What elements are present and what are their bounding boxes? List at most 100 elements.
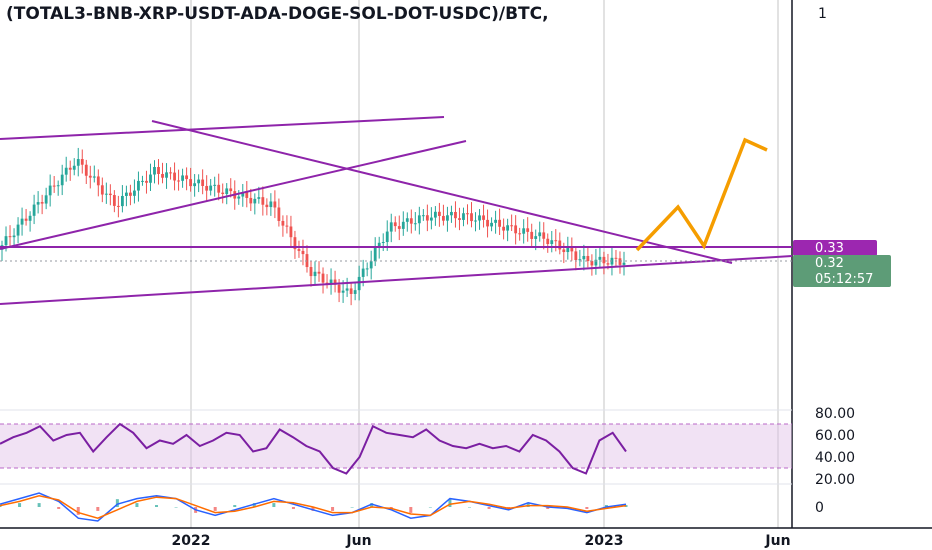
candle-body	[349, 288, 353, 294]
candle-body	[189, 179, 193, 187]
candle-body	[526, 228, 530, 232]
trendlines	[0, 116, 793, 305]
macd-histogram-bar	[585, 507, 589, 509]
projection-path[interactable]	[635, 137, 768, 252]
macd-histogram-bar	[76, 507, 80, 515]
macd-histogram-bar	[18, 503, 22, 507]
candle-body	[205, 185, 209, 191]
candle-body	[16, 224, 20, 236]
current-price-label: 0.32	[815, 256, 844, 271]
candle-body	[8, 236, 12, 238]
macd-histogram-bar	[37, 503, 41, 507]
rsi-band	[0, 424, 792, 468]
candle-body	[245, 192, 249, 198]
candle-body	[425, 215, 429, 221]
candle-body	[385, 231, 389, 243]
macd-histogram-bar	[487, 507, 491, 509]
macd-histogram-bar	[604, 505, 608, 507]
candle-body	[181, 175, 184, 181]
candle-body	[325, 282, 329, 284]
upper-channel-line[interactable]	[0, 116, 445, 140]
candle-body	[578, 259, 582, 261]
lower-support-line[interactable]	[0, 255, 793, 305]
macd-histogram-bar	[174, 507, 178, 508]
candle-body	[4, 236, 8, 246]
candle-body	[213, 184, 217, 186]
candle-body	[161, 173, 164, 178]
candle-body	[12, 235, 16, 238]
candle-body	[28, 215, 32, 221]
candle-body	[221, 192, 225, 194]
candle-body	[594, 259, 598, 266]
candle-body	[321, 273, 325, 283]
candle-body	[337, 284, 341, 293]
candle-body	[522, 228, 526, 234]
macd-histogram-bar	[428, 507, 432, 508]
macd-histogram-bar	[96, 507, 100, 511]
candle-body	[622, 262, 626, 265]
price-candles	[0, 147, 626, 306]
time-tick-label: 2022	[172, 533, 211, 549]
candle-body	[397, 226, 401, 229]
candle-body	[365, 268, 369, 270]
candle-body	[586, 255, 590, 262]
candle-body	[458, 218, 461, 220]
candle-body	[197, 179, 201, 184]
candle-body	[317, 271, 321, 274]
candle-body	[341, 290, 345, 293]
candle-body	[149, 174, 152, 183]
candle-body	[510, 225, 514, 227]
candle-body	[249, 197, 253, 204]
candle-body	[470, 213, 473, 222]
candle-body	[466, 213, 469, 215]
candle-body	[36, 202, 40, 205]
candle-body	[217, 184, 221, 193]
macd-histogram-bar	[370, 503, 374, 507]
descending-resistance-line[interactable]	[151, 120, 733, 264]
candle-body	[201, 179, 205, 186]
price-axis-label-top: 1	[818, 6, 827, 22]
macd-histogram-bar	[409, 507, 413, 513]
macd-histogram-bar	[252, 503, 256, 507]
candle-body	[32, 204, 36, 216]
rising-channel-line[interactable]	[0, 140, 467, 250]
last-price-tag-bg	[793, 240, 877, 256]
candle-body	[454, 211, 457, 219]
macd-histogram-bar	[272, 503, 276, 507]
candle-body	[185, 175, 189, 180]
candle-body	[257, 197, 261, 199]
candle-body	[373, 247, 377, 262]
candle-body	[361, 268, 365, 277]
candle-body	[393, 222, 397, 227]
candle-body	[112, 195, 116, 206]
candle-body	[253, 198, 257, 204]
candle-body	[84, 164, 88, 176]
macd-tick-label: 0	[815, 500, 824, 516]
candle-body	[618, 258, 622, 265]
macd-histogram-bar	[57, 507, 61, 509]
candle-body	[96, 176, 100, 186]
last-price-tag: 0.33	[793, 240, 877, 256]
candle-body	[345, 288, 349, 291]
candle-body	[120, 195, 124, 207]
candle-body	[494, 219, 497, 223]
candle-body	[137, 180, 140, 191]
candle-body	[357, 276, 361, 291]
current-price-tag-bg	[793, 255, 891, 287]
candle-body	[518, 233, 522, 235]
candle-body	[52, 185, 56, 187]
candle-body	[225, 188, 229, 194]
macd-histogram-bar	[233, 505, 237, 507]
candle-body	[237, 196, 241, 199]
candle-body	[474, 220, 477, 222]
candle-body	[64, 167, 68, 175]
macd-histogram-bar	[115, 499, 119, 507]
candle-body	[44, 195, 48, 204]
candle-body	[76, 159, 80, 166]
candle-body	[301, 250, 305, 255]
candle-body	[550, 240, 554, 245]
candle-body	[129, 192, 132, 196]
candle-body	[108, 193, 112, 196]
candle-body	[68, 167, 72, 170]
